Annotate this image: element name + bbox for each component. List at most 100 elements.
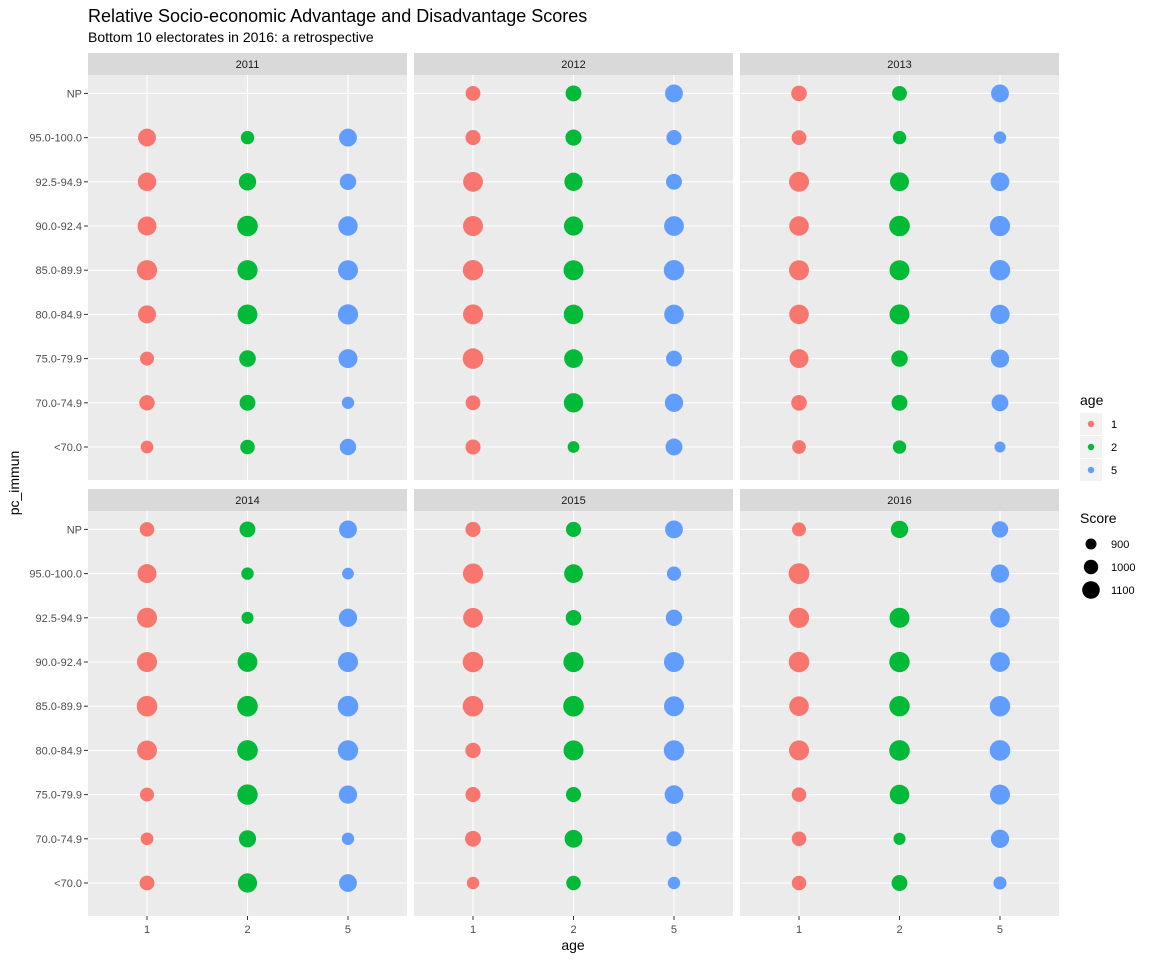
data-point (892, 440, 907, 454)
data-point (237, 740, 258, 761)
facet-strip (740, 53, 1059, 75)
data-point (237, 652, 258, 672)
x-tick-label: 2 (244, 924, 250, 936)
legend-size-swatch (1082, 581, 1100, 599)
facet-label: 2016 (887, 495, 911, 507)
data-point (990, 652, 1010, 672)
data-point (563, 695, 584, 717)
data-point (564, 349, 583, 368)
data-point (889, 696, 910, 717)
data-point (993, 131, 1007, 144)
data-point (339, 874, 357, 892)
legend-size-swatch (1083, 559, 1099, 575)
panel-2012: 2012 (414, 53, 733, 480)
data-point (663, 260, 685, 281)
data-point (789, 171, 810, 192)
legend-label: 900 (1111, 539, 1129, 551)
data-point (990, 608, 1010, 628)
data-point (137, 652, 158, 672)
data-point (567, 441, 580, 453)
data-point (239, 521, 256, 538)
data-point (140, 787, 154, 802)
y-tick-label: 80.0-84.9 (36, 309, 82, 321)
data-point (994, 441, 1006, 453)
data-point (665, 520, 683, 539)
data-point (788, 651, 810, 673)
facet-strip (414, 489, 733, 511)
data-point (563, 260, 584, 281)
facet-strip (88, 53, 407, 75)
data-point (465, 742, 481, 759)
data-point (990, 829, 1010, 848)
data-point (463, 171, 483, 192)
legend-label: 2 (1111, 442, 1117, 454)
y-tick-label: <70.0 (54, 442, 82, 454)
legend-color-swatch (1087, 443, 1095, 451)
x-tick-label: 5 (997, 924, 1003, 936)
data-point (237, 695, 258, 717)
data-point (889, 215, 910, 237)
data-point (465, 130, 481, 146)
legend-label: 1 (1111, 419, 1117, 431)
color-legend-title: age (1080, 392, 1104, 408)
data-point (663, 652, 684, 672)
data-point (237, 260, 258, 281)
data-point (791, 831, 807, 847)
data-point (241, 611, 254, 624)
data-point (664, 216, 684, 236)
x-axis-title: age (561, 937, 585, 953)
data-point (563, 216, 584, 236)
data-point (892, 130, 907, 145)
y-tick-label: 85.0-89.9 (36, 701, 82, 713)
data-point (666, 173, 682, 190)
data-point (238, 173, 257, 191)
data-point (993, 876, 1007, 890)
y-tick-label: 92.5-94.9 (36, 613, 82, 625)
data-point (889, 651, 910, 673)
legend-color-swatch (1087, 420, 1095, 428)
chart-title: Relative Socio-economic Advantage and Di… (88, 6, 587, 26)
data-point (338, 216, 358, 236)
data-point (140, 351, 154, 366)
data-point (991, 84, 1009, 103)
data-point (666, 350, 682, 367)
data-point (137, 607, 158, 628)
data-point (565, 129, 582, 146)
data-point (465, 439, 481, 455)
data-point (989, 784, 1010, 805)
data-point (140, 440, 154, 454)
data-point (891, 350, 908, 367)
data-point (337, 304, 359, 325)
y-axis-title: pc_immun (6, 451, 22, 516)
data-point (137, 216, 157, 236)
data-point (462, 651, 484, 673)
data-point (337, 740, 359, 761)
data-point (238, 830, 257, 848)
data-point (465, 395, 481, 411)
legend-size-swatch (1085, 538, 1097, 550)
data-point (665, 84, 683, 103)
data-point (665, 609, 683, 626)
data-point (564, 564, 583, 583)
y-tick-label: 85.0-89.9 (36, 265, 82, 277)
data-point (791, 787, 807, 802)
data-point (991, 394, 1009, 412)
data-point (565, 521, 582, 537)
facet-panels: 2011 2012 2013 2014 2015 2016 (88, 53, 1059, 916)
data-point (788, 563, 810, 584)
data-point (663, 696, 684, 717)
data-point (240, 439, 255, 455)
data-point (666, 566, 682, 581)
data-point (889, 260, 910, 281)
data-point (342, 567, 354, 580)
data-point (337, 695, 359, 717)
data-point (792, 522, 806, 537)
data-point (791, 875, 807, 891)
data-point (341, 832, 355, 845)
data-point (791, 394, 807, 411)
data-point (789, 216, 809, 236)
panel-2015: 2015 (414, 489, 733, 916)
data-point (989, 260, 1011, 281)
data-point (890, 172, 909, 192)
data-point (565, 85, 582, 102)
